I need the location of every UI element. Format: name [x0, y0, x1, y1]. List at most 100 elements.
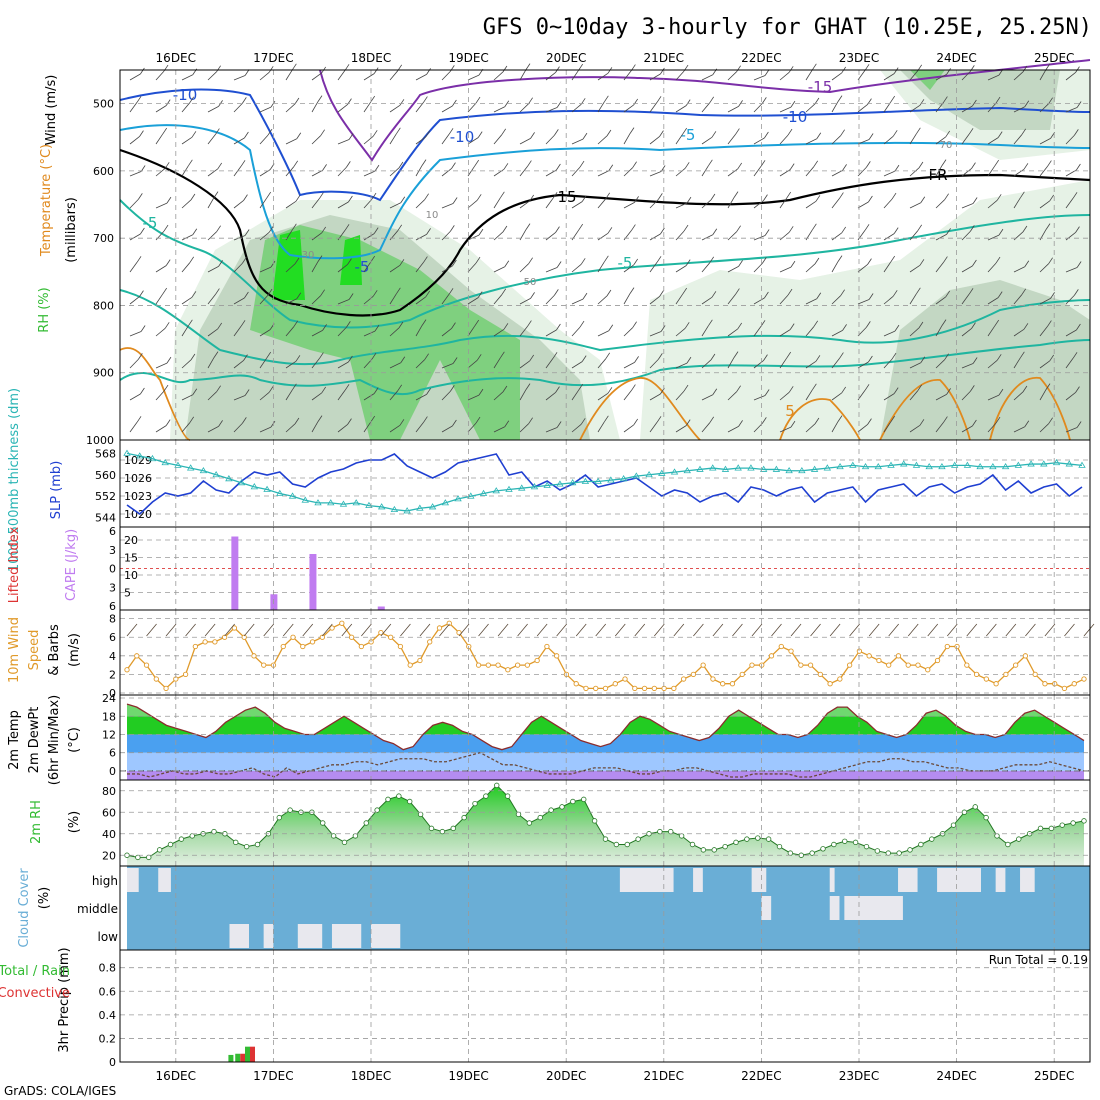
wind-barb — [909, 424, 921, 433]
wind-barb — [337, 139, 350, 145]
wind-speed-axis-label-4: (m/s) — [67, 633, 82, 667]
wind-speed-marker — [768, 653, 775, 659]
wind-barb — [285, 200, 297, 209]
wind-barb-flag — [140, 325, 146, 332]
surface-wind-barb — [946, 623, 958, 637]
wind-speed-marker — [602, 685, 609, 692]
thickness-marker — [136, 452, 144, 459]
rh-marker — [755, 835, 761, 841]
thickness-marker — [186, 464, 195, 471]
wind-barb-flag — [292, 223, 297, 231]
wind-barb-flag — [500, 351, 505, 359]
wind-barb — [1065, 329, 1077, 337]
temp-line — [126, 703, 1085, 751]
isotherm-line — [119, 199, 1091, 329]
wind-barb — [311, 72, 322, 81]
thickness-marker — [989, 462, 997, 470]
rh-marker — [374, 807, 380, 813]
rh-marker — [428, 825, 435, 832]
wind-barb-flag — [919, 99, 925, 106]
wind-speed-marker — [749, 662, 755, 668]
surface-wind-barb — [888, 623, 900, 637]
wind-axis-label: Wind (m/s) — [44, 75, 59, 146]
rh-axis-label: RH (%) — [37, 287, 52, 332]
wind-barb — [1039, 263, 1049, 273]
wind-barb-flag — [244, 291, 249, 299]
wind-barb — [155, 293, 164, 305]
wind-barb — [311, 392, 322, 401]
rh-marker — [700, 847, 707, 853]
wind-barb-flag — [656, 256, 662, 263]
thickness-marker — [390, 505, 399, 513]
wind-barb — [337, 264, 348, 273]
thickness-marker — [428, 503, 437, 510]
wind-speed-marker — [339, 620, 345, 626]
wind-barb — [545, 107, 558, 113]
wind-barb — [753, 263, 763, 273]
wind-barb — [727, 168, 738, 177]
wind-barb — [259, 391, 270, 401]
wind-speed-axis-label-3: & Barbs — [47, 624, 62, 676]
wind-barb — [233, 200, 244, 209]
wind-speed-marker — [680, 676, 687, 682]
thickness-marker — [861, 462, 870, 470]
thickness-marker — [747, 464, 755, 471]
temperature-panel: 0 6 12 18 24 — [102, 692, 1091, 781]
cloud-row-label: low — [98, 930, 119, 944]
wind-barb — [155, 362, 168, 369]
wind-barb-flag — [868, 195, 873, 203]
wind-barb-flag — [1024, 260, 1030, 267]
wind-barb-flag — [632, 161, 637, 168]
wind-speed-marker — [993, 681, 999, 687]
wind-barb — [129, 262, 138, 273]
wind-barb — [155, 327, 166, 337]
wind-barb-flag — [710, 193, 716, 201]
wind-barbs — [129, 63, 1082, 433]
wind-barb — [363, 233, 375, 241]
wind-barb — [467, 262, 477, 273]
thickness-marker — [607, 476, 615, 483]
wind-barb-flag — [972, 259, 977, 267]
rh-marker — [929, 836, 935, 842]
wind-barb — [857, 167, 867, 177]
wind-speed-marker — [1061, 685, 1068, 692]
wind-barb — [545, 295, 555, 305]
cloud-gap — [937, 868, 981, 892]
wind-barb-flag — [608, 164, 614, 171]
thickness-axis-label: 1000-500mb thickness (dm) — [7, 388, 22, 572]
rh-contour-label: 10 — [426, 210, 439, 221]
thickness-marker — [212, 471, 220, 478]
thickness-marker — [123, 449, 131, 456]
wind-barb-flag — [683, 384, 689, 392]
wind-barb-flag — [1045, 63, 1051, 70]
precip-tick-label: 0 — [109, 1056, 116, 1069]
thickness-marker — [148, 454, 157, 462]
wind-barb — [727, 328, 738, 337]
thickness-marker — [543, 481, 551, 488]
wind-barb — [935, 296, 946, 305]
wind-speed-marker — [671, 685, 677, 692]
wind-barb — [805, 103, 816, 113]
rh-marker — [417, 811, 424, 818]
thickness-marker — [467, 492, 475, 499]
wind-speed-marker — [202, 639, 208, 645]
wind-speed-marker — [485, 662, 491, 668]
wind-barb — [389, 104, 401, 113]
wind-barb-flag — [578, 63, 584, 71]
wind-barb-flag — [344, 384, 350, 391]
wind-barb-flag — [995, 256, 1001, 264]
wind-barb-flag — [997, 291, 1003, 298]
wind-barb-flag — [240, 160, 246, 167]
rh-marker — [396, 793, 402, 799]
wind-barb-flag — [528, 417, 533, 424]
wind-barb — [181, 325, 189, 337]
thickness-marker — [658, 469, 666, 476]
li-tick-label: 3 — [109, 544, 116, 557]
wind-barb — [519, 389, 527, 401]
wind-barb — [415, 296, 426, 305]
wind-barb — [675, 293, 684, 305]
surface-wind-barb — [302, 623, 314, 637]
thickness-marker — [250, 483, 259, 490]
wind-barb-flag — [373, 387, 379, 394]
